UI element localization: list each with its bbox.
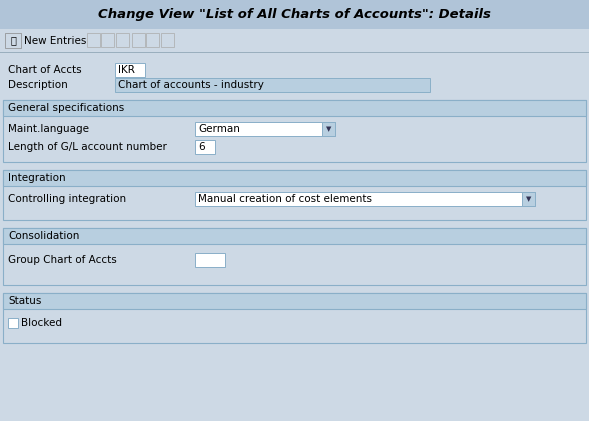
- Bar: [3, 170, 586, 186]
- Text: Length of G/L account number: Length of G/L account number: [8, 142, 167, 152]
- Bar: [0, 0, 589, 29]
- Text: German: German: [198, 124, 240, 134]
- Text: Chart of Accts: Chart of Accts: [8, 65, 82, 75]
- Text: 🔧: 🔧: [10, 35, 16, 45]
- Bar: [195, 253, 225, 267]
- Bar: [195, 122, 335, 136]
- Text: ▼: ▼: [326, 126, 332, 132]
- Text: Blocked: Blocked: [21, 318, 62, 328]
- Text: New Entries: New Entries: [24, 35, 87, 45]
- Bar: [132, 33, 145, 47]
- Bar: [3, 293, 586, 309]
- Bar: [3, 100, 586, 162]
- Text: ▼: ▼: [527, 196, 532, 202]
- Text: Chart of accounts - industry: Chart of accounts - industry: [118, 80, 264, 90]
- Text: IKR: IKR: [118, 65, 135, 75]
- Text: Manual creation of cost elements: Manual creation of cost elements: [198, 194, 372, 204]
- Bar: [3, 170, 586, 220]
- Bar: [3, 100, 586, 116]
- Bar: [0, 52, 589, 53]
- Text: Controlling integration: Controlling integration: [8, 194, 126, 204]
- Bar: [522, 192, 535, 206]
- Bar: [101, 33, 114, 47]
- Text: General specifications: General specifications: [8, 103, 124, 113]
- Text: Group Chart of Accts: Group Chart of Accts: [8, 255, 117, 265]
- Bar: [0, 29, 589, 52]
- Text: Integration: Integration: [8, 173, 65, 183]
- Bar: [87, 33, 100, 47]
- Bar: [161, 33, 174, 47]
- Bar: [3, 293, 586, 343]
- Text: Description: Description: [8, 80, 68, 90]
- Bar: [115, 78, 430, 92]
- Bar: [195, 192, 535, 206]
- Bar: [116, 33, 129, 47]
- Bar: [195, 140, 215, 154]
- Text: Consolidation: Consolidation: [8, 231, 80, 241]
- Bar: [146, 33, 159, 47]
- Text: Status: Status: [8, 296, 41, 306]
- Text: Maint.language: Maint.language: [8, 124, 89, 134]
- Bar: [322, 122, 335, 136]
- Bar: [5, 33, 21, 48]
- Text: Change View "List of All Charts of Accounts": Details: Change View "List of All Charts of Accou…: [98, 8, 491, 21]
- Bar: [3, 228, 586, 244]
- Bar: [3, 228, 586, 285]
- Text: 6: 6: [198, 142, 204, 152]
- Bar: [8, 318, 18, 328]
- Bar: [115, 63, 145, 77]
